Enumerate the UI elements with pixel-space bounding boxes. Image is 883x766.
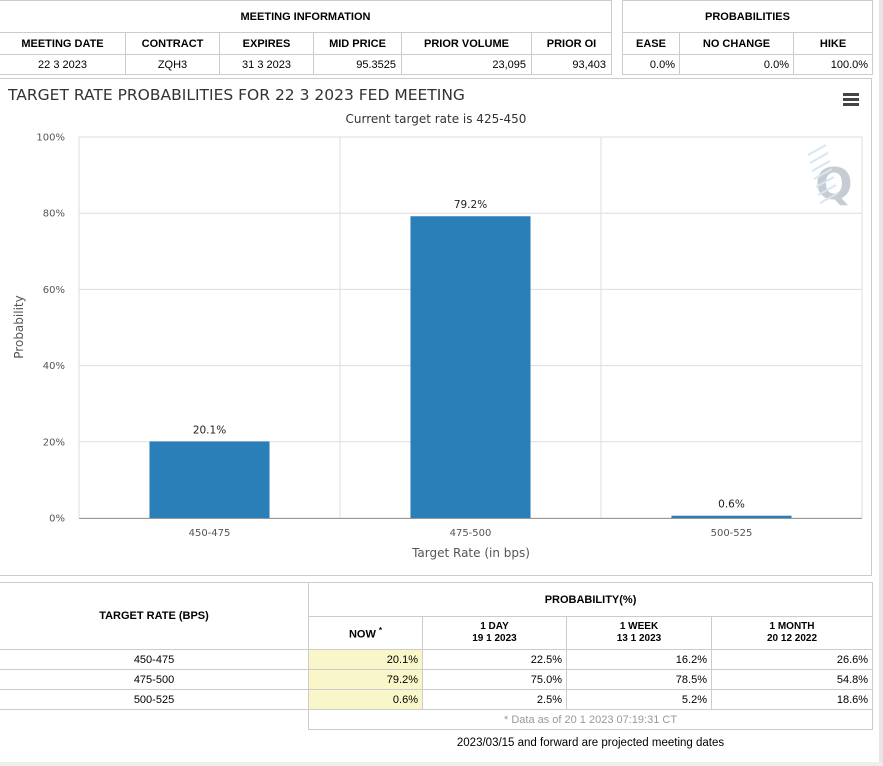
contract-value: ZQH3 bbox=[125, 54, 220, 75]
header-ease: EASE bbox=[622, 32, 680, 55]
probability-table: TARGET RATE (BPS) PROBABILITY(%) NOW * 1… bbox=[0, 582, 874, 756]
row-value-1-day: 2.5% bbox=[422, 689, 567, 710]
y-tick-label: 40% bbox=[43, 361, 65, 372]
x-tick-label: 450-475 bbox=[189, 528, 231, 539]
row-value-1-week: 5.2% bbox=[566, 689, 712, 710]
row-value-now: 79.2% bbox=[308, 669, 423, 690]
table-row: 500-525 0.6% 2.5% 5.2% 18.6% bbox=[0, 689, 874, 710]
data-as-of-note: * Data as of 20 1 2023 07:19:31 CT bbox=[307, 709, 874, 730]
watermark-stripe bbox=[815, 176, 835, 188]
period-1-month-header: 1 MONTH 20 12 2022 bbox=[710, 616, 874, 650]
watermark-stripe bbox=[811, 160, 831, 172]
bar-475-500[interactable] bbox=[410, 216, 531, 519]
bottom-edge bbox=[0, 762, 883, 766]
chart-panel: TARGET RATE PROBABILITIES FOR 22 3 2023 … bbox=[0, 78, 872, 576]
prior-oi-value: 93,403 bbox=[531, 54, 612, 75]
period-now-label: NOW bbox=[348, 628, 376, 641]
period-1-month-label: 1 MONTH bbox=[769, 621, 815, 632]
row-value-1-day: 75.0% bbox=[422, 669, 567, 690]
chart-subtitle: Current target rate is 425-450 bbox=[346, 112, 527, 126]
period-1-week-date: 13 1 2023 bbox=[616, 633, 662, 644]
prior-volume-value: 23,095 bbox=[401, 54, 532, 75]
y-tick-label: 100% bbox=[36, 133, 65, 144]
watermark-stripe bbox=[813, 168, 833, 180]
y-axis-label: Probability bbox=[12, 295, 26, 358]
meeting-date-value: 22 3 2023 bbox=[0, 54, 126, 75]
watermark-stripe bbox=[807, 144, 827, 156]
header-mid-price: MID PRICE bbox=[313, 32, 402, 55]
period-1-day-date: 19 1 2023 bbox=[472, 633, 517, 644]
no-change-value: 0.0% bbox=[679, 54, 794, 75]
bar-500-525[interactable] bbox=[671, 515, 792, 518]
x-axis-ticks: 450-475 475-500 500-525 bbox=[189, 528, 753, 539]
probabilities-summary-table: PROBABILITIES EASE NO CHANGE HIKE 0.0% 0… bbox=[621, 0, 874, 75]
x-axis-label: Target Rate (in bps) bbox=[411, 546, 530, 560]
data-label-500-525: 0.6% bbox=[718, 499, 745, 511]
probability-header: PROBABILITY(%) bbox=[307, 582, 874, 617]
header-expires: EXPIRES bbox=[219, 32, 314, 55]
period-1-day-label: 1 DAY bbox=[480, 621, 509, 632]
target-rate-header: TARGET RATE (BPS) bbox=[0, 582, 309, 650]
period-now-marker: * bbox=[378, 625, 383, 635]
row-value-1-week: 16.2% bbox=[566, 649, 712, 670]
meeting-information-title: MEETING INFORMATION bbox=[0, 0, 612, 33]
y-axis-ticks: 0% 20% 40% 60% 80% 100% bbox=[36, 133, 65, 525]
y-tick-label: 60% bbox=[43, 285, 65, 296]
header-prior-volume: PRIOR VOLUME bbox=[401, 32, 532, 55]
period-1-week-label: 1 WEEK bbox=[619, 621, 659, 632]
chart-data-labels: 20.1% 79.2% 0.6% bbox=[193, 199, 745, 510]
ease-value: 0.0% bbox=[622, 54, 680, 75]
data-label-450-475: 20.1% bbox=[193, 424, 226, 436]
row-rate: 500-525 bbox=[0, 689, 309, 710]
period-now-header: NOW * bbox=[308, 616, 423, 650]
mid-price-value: 95.3525 bbox=[313, 54, 402, 75]
probabilities-title: PROBABILITIES bbox=[621, 0, 874, 33]
watermark-stripe bbox=[809, 152, 829, 164]
bar-450-475[interactable] bbox=[149, 441, 270, 518]
row-value-now: 20.1% bbox=[308, 649, 423, 670]
period-1-month-date: 20 12 2022 bbox=[766, 633, 818, 644]
q-logo-icon: Q bbox=[807, 144, 853, 210]
row-value-1-week: 78.5% bbox=[566, 669, 712, 690]
period-1-week-header: 1 WEEK 13 1 2023 bbox=[566, 616, 712, 650]
table-row: 450-475 20.1% 22.5% 16.2% 26.6% bbox=[0, 649, 874, 670]
y-tick-label: 0% bbox=[49, 514, 65, 525]
chart-title: TARGET RATE PROBABILITIES FOR 22 3 2023 … bbox=[7, 86, 465, 104]
header-contract: CONTRACT bbox=[125, 32, 220, 55]
header-hike: HIKE bbox=[792, 32, 874, 55]
header-meeting-date: MEETING DATE bbox=[0, 32, 126, 55]
target-rate-chart: TARGET RATE PROBABILITIES FOR 22 3 2023 … bbox=[7, 86, 863, 560]
meeting-information-table: MEETING INFORMATION MEETING DATE CONTRAC… bbox=[0, 0, 612, 75]
row-rate: 475-500 bbox=[0, 669, 309, 690]
row-value-now: 0.6% bbox=[308, 689, 423, 710]
period-1-day-header: 1 DAY 19 1 2023 bbox=[422, 616, 567, 650]
row-value-1-month: 26.6% bbox=[710, 649, 874, 670]
y-tick-label: 80% bbox=[43, 209, 65, 220]
watermark-stripe bbox=[817, 184, 837, 196]
projection-note: 2023/03/15 and forward are projected mee… bbox=[456, 736, 725, 749]
y-tick-label: 20% bbox=[43, 437, 65, 448]
data-label-475-500: 79.2% bbox=[454, 199, 487, 211]
hike-value: 100.0% bbox=[792, 54, 874, 75]
row-value-1-month: 54.8% bbox=[710, 669, 874, 690]
header-no-change: NO CHANGE bbox=[679, 32, 794, 55]
x-tick-label: 475-500 bbox=[450, 528, 492, 539]
header-prior-oi: PRIOR OI bbox=[531, 32, 612, 55]
watermark-stripe bbox=[819, 192, 839, 204]
expires-value: 31 3 2023 bbox=[219, 54, 314, 75]
x-tick-label: 500-525 bbox=[711, 528, 753, 539]
vertical-scrollbar[interactable] bbox=[879, 0, 883, 766]
row-value-1-month: 18.6% bbox=[710, 689, 874, 710]
chart-bars bbox=[149, 216, 792, 519]
row-value-1-day: 22.5% bbox=[422, 649, 567, 670]
row-rate: 450-475 bbox=[0, 649, 309, 670]
hamburger-menu-icon[interactable] bbox=[843, 93, 859, 107]
table-row: 475-500 79.2% 75.0% 78.5% 54.8% bbox=[0, 669, 874, 690]
